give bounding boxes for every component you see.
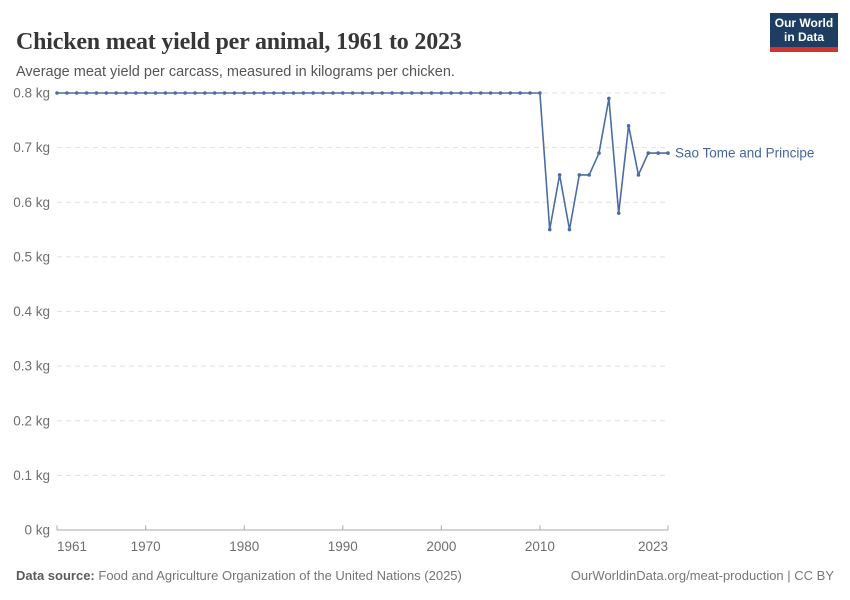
- data-point[interactable]: [331, 91, 335, 95]
- data-point[interactable]: [567, 227, 572, 232]
- data-point[interactable]: [370, 91, 375, 95]
- data-point[interactable]: [380, 91, 385, 95]
- data-point[interactable]: [449, 91, 453, 95]
- y-tick-label: 0 kg: [24, 523, 50, 538]
- data-point[interactable]: [134, 91, 138, 95]
- data-point[interactable]: [547, 227, 552, 232]
- data-point[interactable]: [301, 91, 306, 95]
- y-tick-label: 0.8 kg: [13, 86, 50, 101]
- owid-logo-line1: Our World: [774, 16, 834, 30]
- line-chart-plot[interactable]: 0 kg 0.1 kg 0.2 kg 0.3 kg 0.4 kg 0.5 kg 0.6 kg…: [0, 0, 850, 560]
- data-source-note: Data source: Food and Agriculture Organi…: [16, 568, 462, 583]
- y-tick-label: 0.2 kg: [13, 413, 50, 428]
- x-tick-label: 1970: [131, 539, 161, 554]
- data-source-label: Data source:: [16, 568, 95, 583]
- x-tick-label: 1980: [229, 539, 259, 554]
- data-point[interactable]: [577, 173, 582, 177]
- data-point[interactable]: [55, 91, 59, 95]
- data-point[interactable]: [360, 91, 365, 95]
- data-point[interactable]: [173, 91, 178, 95]
- owid-logo-box: Our World in Data: [770, 13, 838, 47]
- data-point[interactable]: [488, 91, 493, 95]
- data-point[interactable]: [262, 91, 266, 95]
- data-point[interactable]: [281, 91, 286, 95]
- license-credit: OurWorldinData.org/meat-production | CC …: [570, 568, 834, 583]
- data-point[interactable]: [469, 91, 473, 95]
- data-point[interactable]: [538, 91, 542, 95]
- data-point[interactable]: [439, 91, 444, 95]
- data-point[interactable]: [163, 91, 168, 95]
- data-point[interactable]: [84, 91, 89, 95]
- data-point[interactable]: [222, 91, 227, 95]
- data-point[interactable]: [616, 211, 621, 215]
- y-tick-label: 0.1 kg: [13, 468, 50, 483]
- data-point[interactable]: [478, 91, 483, 95]
- data-point[interactable]: [646, 151, 651, 155]
- data-point[interactable]: [203, 91, 207, 95]
- data-source-text: Food and Agriculture Organization of the…: [98, 568, 462, 583]
- data-point[interactable]: [272, 91, 276, 95]
- series-label: Sao Tome and Principe: [675, 146, 814, 161]
- data-point[interactable]: [459, 91, 463, 95]
- data-point[interactable]: [311, 91, 316, 95]
- chart-title: Chicken meat yield per animal, 1961 to 2…: [16, 29, 462, 56]
- data-point[interactable]: [340, 91, 345, 95]
- data-point[interactable]: [74, 91, 79, 95]
- data-point[interactable]: [291, 91, 296, 95]
- data-point[interactable]: [429, 91, 434, 95]
- y-tick-label: 0.4 kg: [13, 304, 50, 319]
- data-point[interactable]: [656, 151, 660, 155]
- data-point[interactable]: [153, 91, 158, 95]
- x-tick-label: 2000: [426, 539, 456, 554]
- data-point[interactable]: [212, 91, 217, 95]
- data-point[interactable]: [508, 91, 513, 95]
- data-point[interactable]: [232, 91, 237, 95]
- owid-logo: Our World in Data: [770, 13, 838, 52]
- data-point[interactable]: [419, 91, 424, 95]
- data-point[interactable]: [321, 91, 325, 95]
- chart-footer: Data source: Food and Agriculture Organi…: [16, 568, 834, 583]
- data-point[interactable]: [626, 123, 631, 128]
- data-point[interactable]: [124, 91, 128, 95]
- y-tick-label: 0.3 kg: [13, 359, 50, 374]
- y-tick-label: 0.5 kg: [13, 249, 50, 264]
- data-point[interactable]: [597, 151, 601, 155]
- data-point[interactable]: [193, 91, 197, 95]
- x-tick-label: 1990: [328, 539, 358, 554]
- data-point[interactable]: [400, 91, 404, 95]
- data-point[interactable]: [557, 173, 562, 177]
- data-point[interactable]: [390, 91, 394, 95]
- owid-logo-redbar: [770, 47, 838, 52]
- data-point[interactable]: [636, 173, 641, 177]
- x-tick-label: 1961: [57, 539, 87, 554]
- data-point[interactable]: [350, 91, 355, 95]
- data-point[interactable]: [528, 91, 532, 95]
- data-point[interactable]: [409, 91, 414, 95]
- y-tick-label: 0.7 kg: [13, 140, 50, 155]
- chart-subtitle: Average meat yield per carcass, measured…: [16, 63, 455, 80]
- data-point[interactable]: [183, 91, 187, 95]
- data-point[interactable]: [104, 91, 109, 95]
- data-point[interactable]: [666, 151, 670, 155]
- x-tick-label: 2010: [525, 539, 555, 554]
- y-tick-label: 0.6 kg: [13, 195, 50, 210]
- data-point[interactable]: [94, 91, 99, 95]
- x-tick-label: 2023: [638, 539, 668, 554]
- data-line[interactable]: [57, 92, 668, 231]
- data-point[interactable]: [252, 91, 256, 95]
- data-point[interactable]: [242, 91, 247, 95]
- owid-logo-line2: in Data: [783, 30, 824, 44]
- data-point[interactable]: [518, 91, 522, 95]
- data-point[interactable]: [587, 173, 591, 177]
- data-point[interactable]: [65, 91, 69, 95]
- data-point[interactable]: [114, 91, 118, 95]
- data-point[interactable]: [143, 91, 148, 95]
- data-point[interactable]: [607, 96, 611, 101]
- data-point[interactable]: [498, 91, 503, 95]
